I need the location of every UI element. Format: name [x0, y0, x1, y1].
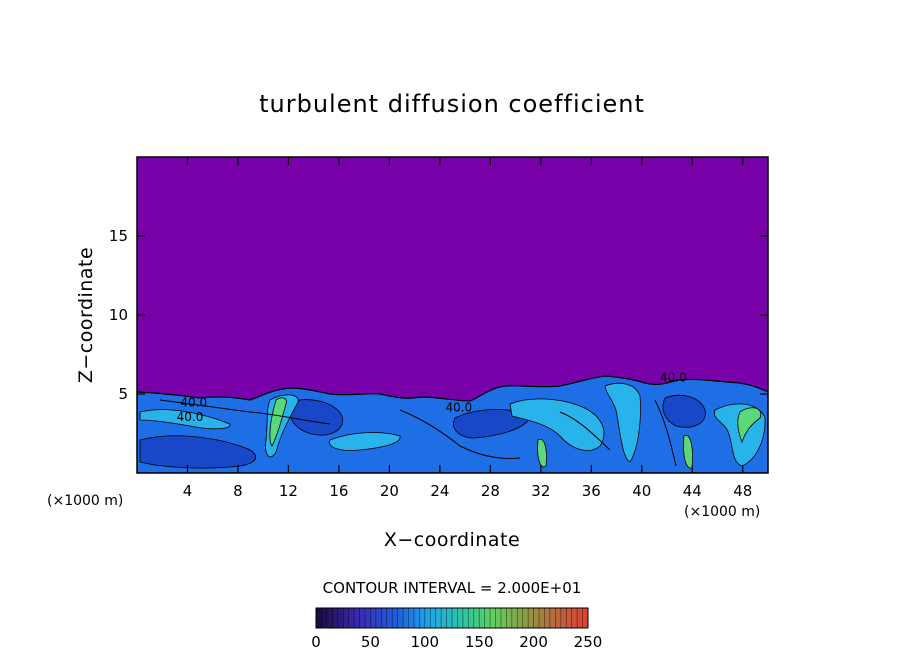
y-tick-label: 15: [109, 227, 128, 245]
field-blob: [453, 409, 531, 439]
contour-label: 40.0: [445, 400, 472, 414]
colorbar-tick-label: 50: [361, 633, 380, 651]
colorbar-tick-label: 150: [465, 633, 494, 651]
colorbar-tick-label: 100: [410, 633, 439, 651]
field-highlight: [537, 438, 547, 468]
field-blob: [662, 394, 706, 428]
plot-area: [137, 157, 768, 473]
contour-line: [159, 399, 331, 425]
x-tick-label: 48: [733, 482, 752, 500]
x-unit-right: (×1000 m): [684, 504, 760, 520]
x-tick-label: 4: [183, 482, 193, 500]
x-tick-label: 28: [481, 482, 500, 500]
x-tick-label: 24: [430, 482, 449, 500]
field-blob: [139, 435, 257, 469]
chart-title: turbulent diffusion coefficient: [259, 90, 645, 118]
field-streak: [604, 382, 641, 463]
x-tick-label: 40: [632, 482, 651, 500]
contour-line: [654, 399, 677, 467]
y-axis-title: Z−coordinate: [75, 247, 97, 383]
field-highlight: [269, 397, 287, 447]
y-tick-label: 5: [118, 385, 128, 403]
x-tick-label: 20: [380, 482, 399, 500]
contour-line: [559, 411, 611, 451]
field-streak: [139, 409, 231, 430]
contour-line: [399, 409, 521, 459]
field-blob: [288, 399, 343, 436]
x-tick-label: 44: [683, 482, 702, 500]
x-unit-left: (×1000 m): [47, 493, 123, 509]
x-tick-label: 12: [279, 482, 298, 500]
y-axis: 5 10 15: [109, 227, 768, 403]
contour-label: 40.0: [177, 410, 204, 424]
colorbar-tick-label: 0: [311, 633, 321, 651]
y-tick-label: 10: [109, 306, 128, 324]
x-axis-title: X−coordinate: [384, 529, 520, 551]
x-tick-label: 32: [531, 482, 550, 500]
colorbar-stripes: [321, 608, 583, 628]
contour-label: 40.0: [180, 396, 207, 410]
contour-label: 40.0: [660, 370, 687, 384]
colorbar-tick-label: 200: [519, 633, 548, 651]
contour-labels: 40.040.040.040.0: [177, 370, 687, 424]
colorbar-ticks: 0 50 100 150 200 250: [311, 633, 602, 651]
field-streak: [329, 432, 401, 451]
x-axis: 4 8 12 16 20 24 28 32 36 40 44 48: [183, 157, 752, 500]
contour-interval-label: CONTOUR INTERVAL = 2.000E+01: [323, 579, 582, 597]
colorbar: 0 50 100 150 200 250: [311, 607, 602, 651]
field-highlight: [737, 407, 762, 444]
field-streak: [509, 398, 605, 451]
x-tick-label: 36: [582, 482, 601, 500]
x-tick-label: 16: [329, 482, 348, 500]
x-tick-label: 8: [233, 482, 243, 500]
colorbar-tick-label: 250: [574, 633, 603, 651]
